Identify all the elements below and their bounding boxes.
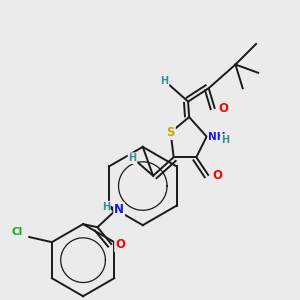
Text: Cl: Cl	[11, 227, 22, 237]
Text: H: H	[160, 76, 169, 86]
Text: H: H	[102, 202, 110, 212]
Text: H: H	[128, 153, 136, 163]
Text: O: O	[218, 102, 228, 115]
Text: O: O	[212, 169, 222, 182]
Text: NH: NH	[208, 132, 226, 142]
Text: O: O	[115, 238, 125, 251]
Text: N: N	[114, 203, 124, 216]
Text: H: H	[221, 135, 229, 145]
Text: S: S	[166, 126, 175, 139]
